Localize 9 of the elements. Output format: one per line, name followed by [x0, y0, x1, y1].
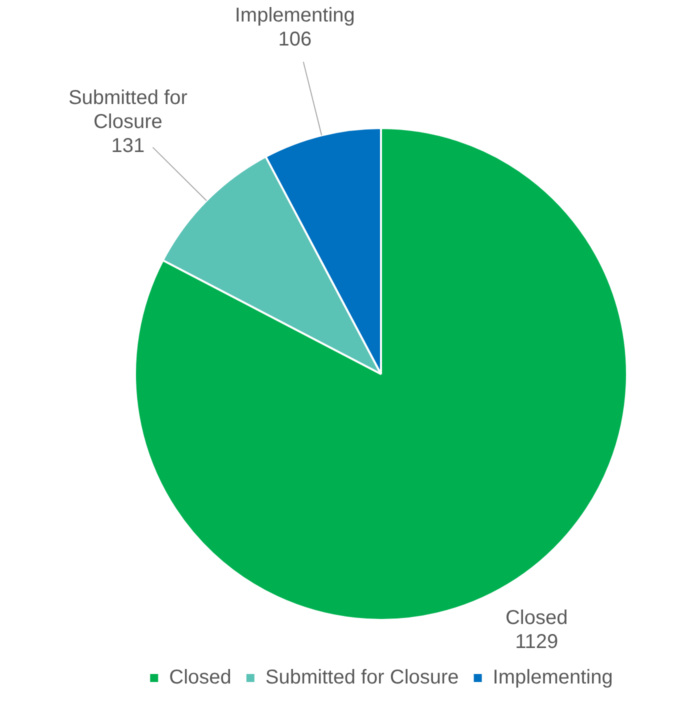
legend-label: Closed — [169, 666, 232, 689]
slice-label: Submitted for Closure — [68, 87, 188, 134]
slice-label: Implementing — [234, 4, 355, 26]
data-label: 1129 — [515, 631, 558, 654]
slice-label: Closed — [505, 607, 568, 630]
legend-label: Implementing — [492, 666, 613, 689]
data-label: 131 — [111, 135, 145, 158]
legend-label: Submitted for Closure — [265, 666, 459, 689]
data-label: 106 — [278, 28, 312, 50]
